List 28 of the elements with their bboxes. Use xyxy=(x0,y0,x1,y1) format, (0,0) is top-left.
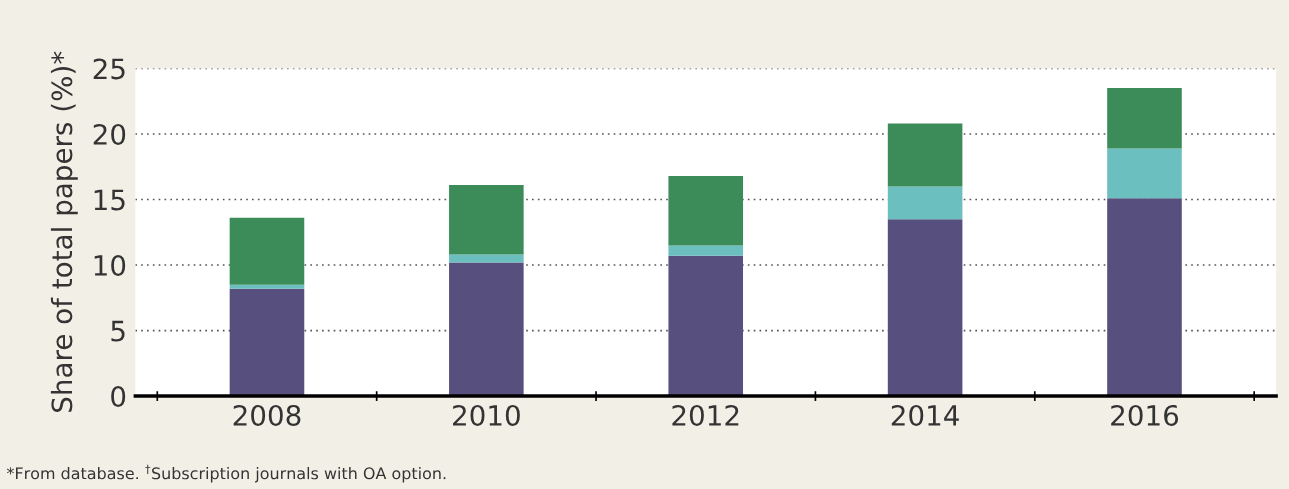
bar xyxy=(449,262,524,397)
x-tick-label: 2016 xyxy=(1111,404,1179,426)
y-tick-label: 15 xyxy=(94,189,125,211)
y-tick-label: 5 xyxy=(111,320,125,342)
bar xyxy=(887,219,963,397)
bar xyxy=(668,245,744,256)
text: *From database. $^{†}$Subscription journals with OA option. xyxy=(6,464,446,483)
bar xyxy=(449,185,524,255)
bar xyxy=(1107,198,1182,397)
bar xyxy=(1107,148,1182,199)
y-tick-label: 10 xyxy=(94,254,126,276)
y-tick-label: 20 xyxy=(93,123,126,145)
bar xyxy=(229,288,305,397)
bar xyxy=(229,284,305,289)
bar xyxy=(887,186,963,220)
y-tick-label: 0 xyxy=(111,386,126,408)
x-tick-label: 2014 xyxy=(891,404,959,426)
bar xyxy=(668,255,744,397)
y-axis-title: Share of total papers (%)* xyxy=(50,51,78,412)
bar xyxy=(887,123,963,187)
x-tick-label: 2010 xyxy=(453,404,520,426)
bar xyxy=(229,217,305,285)
bar xyxy=(668,175,744,246)
y-tick-label: 25 xyxy=(93,58,125,80)
x-tick-label: 2008 xyxy=(233,404,301,426)
x-tick-label: 2012 xyxy=(672,404,739,426)
bar xyxy=(449,254,524,263)
bar xyxy=(1107,88,1182,149)
